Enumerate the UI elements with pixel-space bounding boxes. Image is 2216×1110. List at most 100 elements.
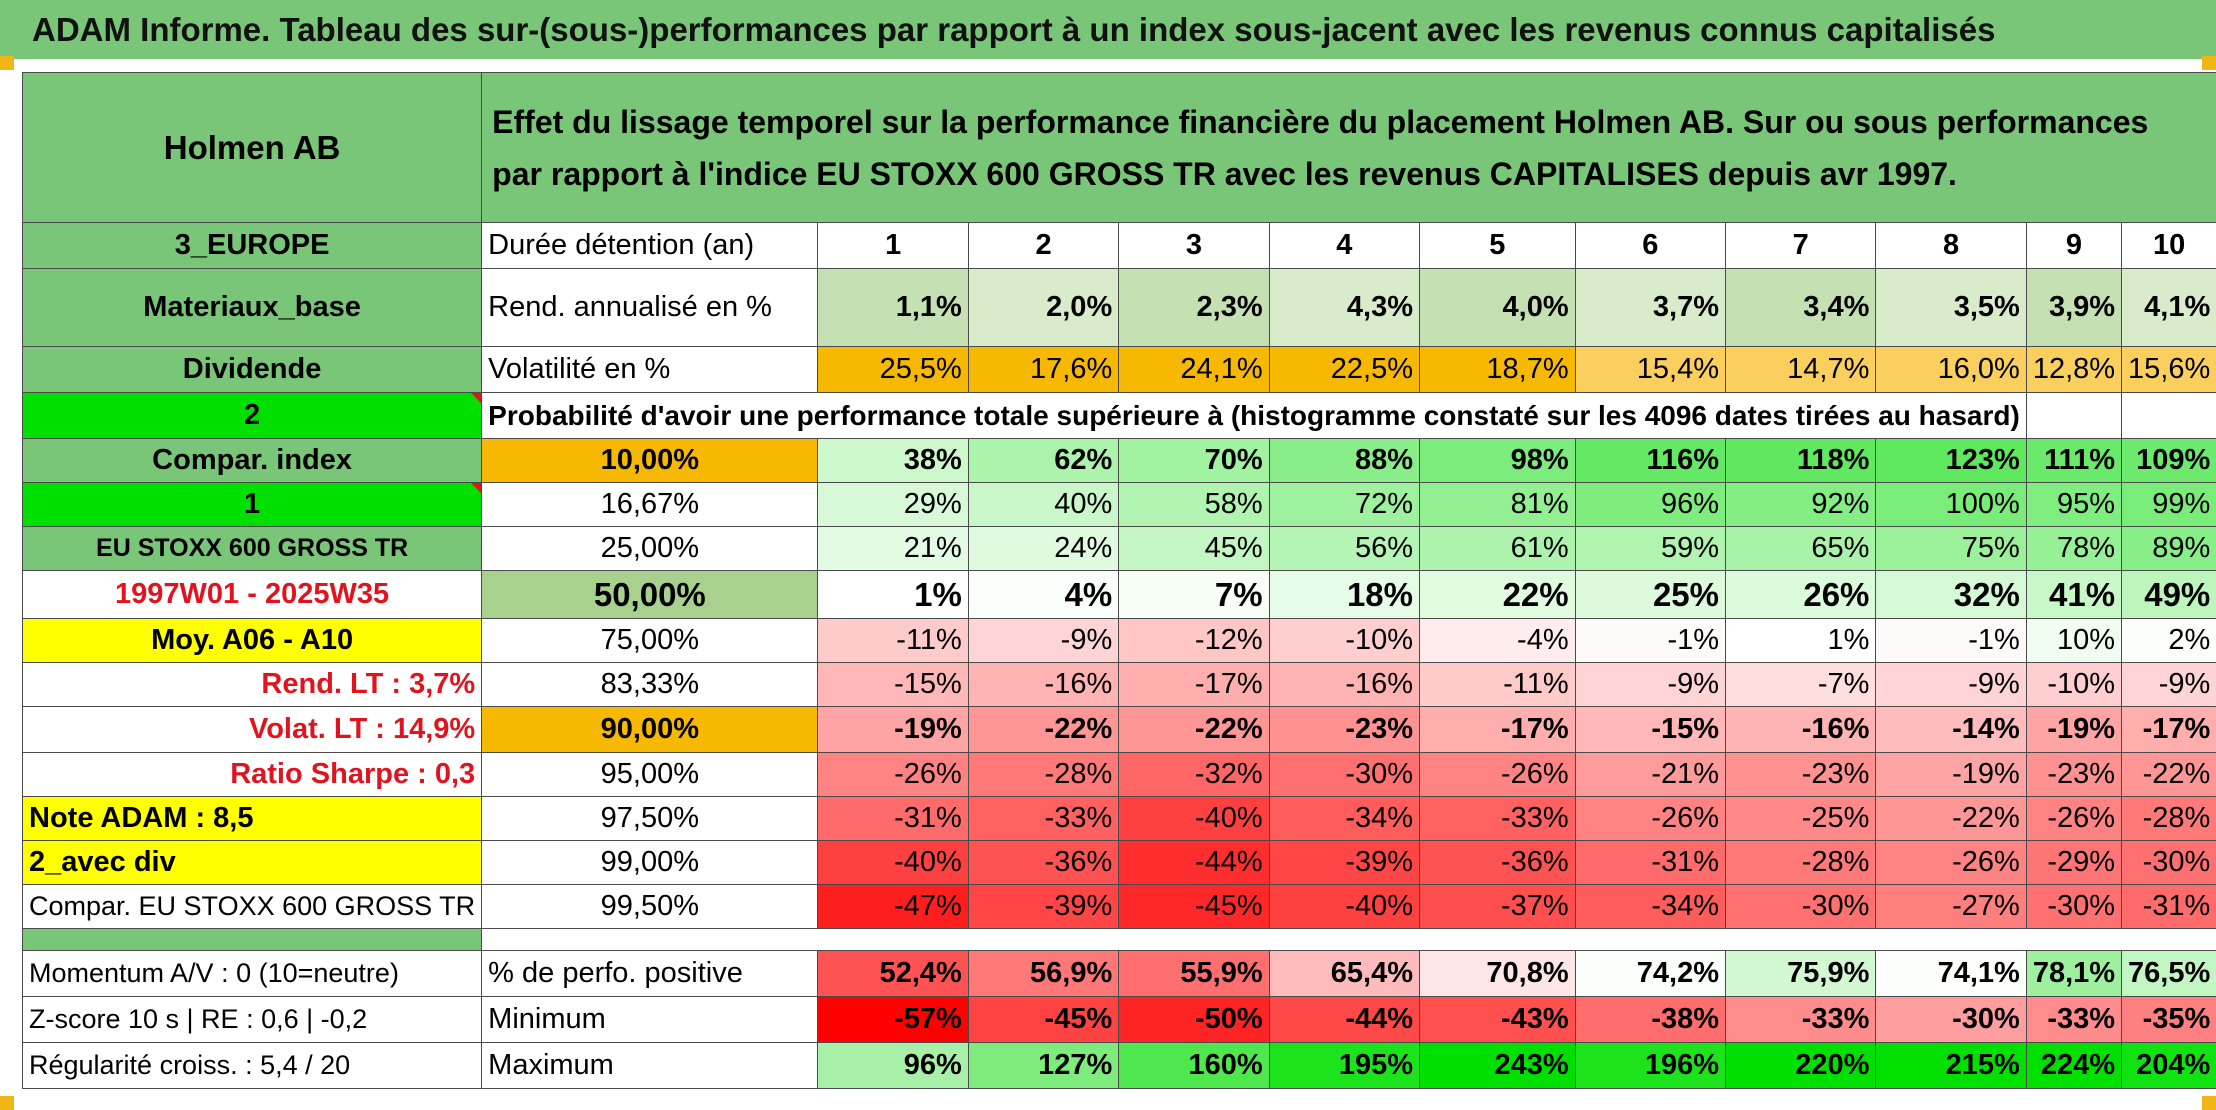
probability-value: -25% bbox=[1725, 796, 1877, 841]
probability-value: -28% bbox=[967, 752, 1120, 797]
probability-value: 25% bbox=[1574, 570, 1727, 619]
probability-value: -36% bbox=[967, 840, 1120, 885]
probability-value: -15% bbox=[1574, 706, 1727, 753]
corner-marker bbox=[0, 56, 14, 70]
probability-value: -34% bbox=[1268, 796, 1421, 841]
empty-cell bbox=[2121, 392, 2216, 439]
probability-value: -17% bbox=[1118, 662, 1270, 707]
probability-value: -23% bbox=[1268, 706, 1421, 753]
minimum-row: Z-score 10 s | RE : 0,6 | -0,2 Minimum -57… bbox=[21, 996, 2216, 1043]
probability-value: -7% bbox=[1725, 662, 1877, 707]
positive-label: % de perfo. positive bbox=[481, 950, 819, 997]
probability-value: -36% bbox=[1419, 840, 1576, 885]
maximum-value: 224% bbox=[2025, 1042, 2123, 1089]
probability-value: -23% bbox=[2025, 752, 2123, 797]
probability-value: 89% bbox=[2121, 526, 2216, 571]
positive-value: 56,9% bbox=[967, 950, 1120, 997]
spacer-cell bbox=[21, 928, 483, 951]
probability-value: 100% bbox=[1875, 482, 2027, 527]
probability-value: -11% bbox=[817, 618, 969, 663]
return-value: 4,3% bbox=[1268, 268, 1421, 347]
probability-value: 2% bbox=[2121, 618, 2216, 663]
probability-value: -40% bbox=[1118, 796, 1270, 841]
performance-table: Holmen AB Effet du lissage temporel sur l… bbox=[21, 72, 2216, 1089]
probability-value: -26% bbox=[1419, 752, 1576, 797]
year-header: 6 bbox=[1574, 222, 1727, 269]
probability-value: -31% bbox=[1574, 840, 1727, 885]
probability-value: 123% bbox=[1875, 438, 2027, 483]
probability-value: 40% bbox=[967, 482, 1120, 527]
probability-value: -31% bbox=[2121, 884, 2216, 929]
report-description: Effet du lissage temporel sur la perform… bbox=[481, 72, 2216, 223]
long-term-return: Rend. LT : 3,7% bbox=[21, 662, 483, 707]
volatility-value: 15,6% bbox=[2121, 346, 2216, 393]
probability-value: 65% bbox=[1725, 526, 1877, 571]
probability-row: Note ADAM : 8,5 97,50% -31% -33% -40% -34% -33… bbox=[21, 796, 2216, 841]
year-header: 3 bbox=[1118, 222, 1270, 269]
corner-marker bbox=[2202, 56, 2216, 70]
year-header: 2 bbox=[967, 222, 1120, 269]
corner-marker bbox=[2202, 1096, 2216, 1110]
probability-row: Ratio Sharpe : 0,3 95,00% -26% -28% -32% -30%… bbox=[21, 752, 2216, 797]
volatility-row: Dividende Volatilité en % 25,5% 17,6% 24,1% 2… bbox=[21, 346, 2216, 393]
probability-value: -19% bbox=[2025, 706, 2123, 753]
probability-value: 96% bbox=[1574, 482, 1727, 527]
probability-value: -22% bbox=[1118, 706, 1270, 753]
duration-row: 3_EUROPE Durée détention (an) 1 2 3 4 5 6 7 8 9 10 bbox=[21, 222, 2216, 269]
probability-row: Compar. EU STOXX 600 GROSS TR 99,50% -47% -… bbox=[21, 884, 2216, 929]
probability-value: -39% bbox=[967, 884, 1120, 929]
probability-value: 81% bbox=[1419, 482, 1576, 527]
year-header: 7 bbox=[1725, 222, 1877, 269]
year-header: 1 bbox=[817, 222, 969, 269]
probability-value: -31% bbox=[817, 796, 969, 841]
return-value: 3,7% bbox=[1574, 268, 1727, 347]
return-value: 3,5% bbox=[1875, 268, 2027, 347]
maximum-value: 196% bbox=[1574, 1042, 1727, 1089]
threshold-percent: 90,00% bbox=[481, 706, 819, 753]
adam-score: Note ADAM : 8,5 bbox=[21, 796, 483, 841]
probability-value: 4% bbox=[967, 570, 1120, 619]
empty-cell bbox=[2025, 392, 2123, 439]
probability-value: 109% bbox=[2121, 438, 2216, 483]
probability-row: Moy. A06 - A10 75,00% -11% -9% -12% -10% -4% -1… bbox=[21, 618, 2216, 663]
probability-value: 78% bbox=[2025, 526, 2123, 571]
probability-value: -19% bbox=[1875, 752, 2027, 797]
volatility-value: 24,1% bbox=[1118, 346, 1270, 393]
return-value: 1,1% bbox=[817, 268, 969, 347]
positive-value: 74,1% bbox=[1875, 950, 2027, 997]
probability-value: -27% bbox=[1875, 884, 2027, 929]
company-name: Holmen AB bbox=[21, 72, 483, 223]
minimum-value: -33% bbox=[1725, 996, 1877, 1043]
threshold-percent: 50,00% bbox=[481, 570, 819, 619]
average-label: Moy. A06 - A10 bbox=[21, 618, 483, 663]
probability-value: 49% bbox=[2121, 570, 2216, 619]
probability-value: -4% bbox=[1419, 618, 1576, 663]
probability-value: -32% bbox=[1118, 752, 1270, 797]
minimum-label: Minimum bbox=[481, 996, 819, 1043]
probability-value: -23% bbox=[1725, 752, 1877, 797]
probability-value: 99% bbox=[2121, 482, 2216, 527]
probability-value: 92% bbox=[1725, 482, 1877, 527]
minimum-value: -35% bbox=[2121, 996, 2216, 1043]
maximum-label: Maximum bbox=[481, 1042, 819, 1089]
minimum-value: -50% bbox=[1118, 996, 1270, 1043]
year-header: 10 bbox=[2121, 222, 2216, 269]
probability-value: 1% bbox=[1725, 618, 1877, 663]
probability-value: 70% bbox=[1118, 438, 1270, 483]
year-header: 8 bbox=[1875, 222, 2027, 269]
threshold-percent: 10,00% bbox=[481, 438, 819, 483]
positive-value: 78,1% bbox=[2025, 950, 2123, 997]
minimum-value: -33% bbox=[2025, 996, 2123, 1043]
probability-value: 98% bbox=[1419, 438, 1576, 483]
year-header: 5 bbox=[1419, 222, 1576, 269]
probability-row: EU STOXX 600 GROSS TR 25,00% 21% 24% 45% 56% 6… bbox=[21, 526, 2216, 571]
probability-value: 75% bbox=[1875, 526, 2027, 571]
probability-label: Probabilité d'avoir une performance tota… bbox=[481, 392, 2027, 439]
minimum-value: -44% bbox=[1268, 996, 1421, 1043]
probability-value: 56% bbox=[1268, 526, 1421, 571]
return-value: 2,3% bbox=[1118, 268, 1270, 347]
volatility-label: Volatilité en % bbox=[481, 346, 819, 393]
report-banner: ADAM Informe. Tableau des sur-(sous-)per… bbox=[0, 0, 2216, 59]
probability-value: 24% bbox=[967, 526, 1120, 571]
probability-value: 62% bbox=[967, 438, 1120, 483]
